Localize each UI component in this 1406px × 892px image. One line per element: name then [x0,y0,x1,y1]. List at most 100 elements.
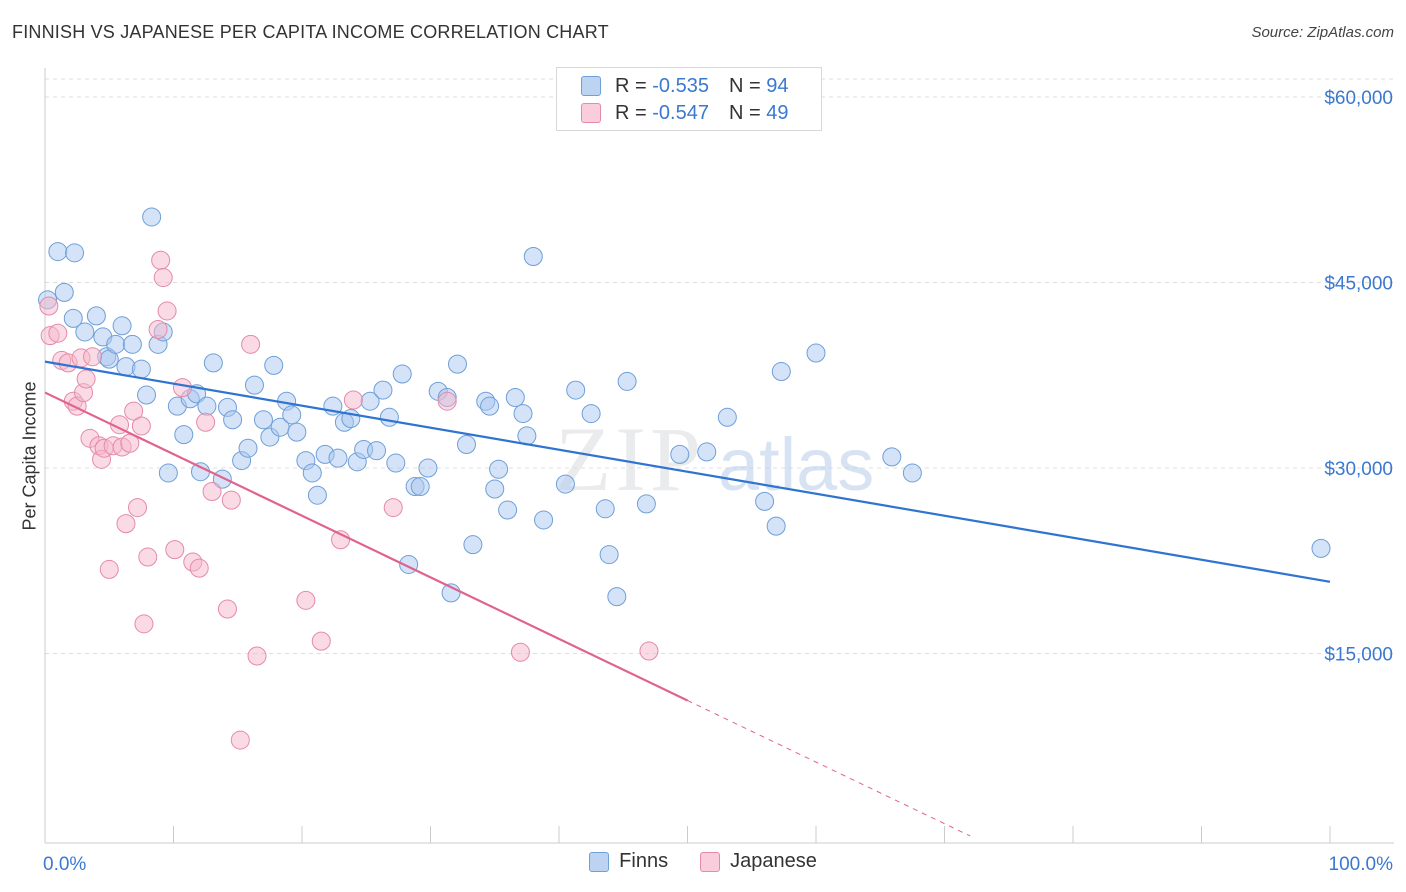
finns-point-38 [282,405,302,425]
finns-point-29 [223,410,243,430]
finns-point-88 [766,516,786,536]
japanese-point-15 [99,559,119,579]
finns-point-71 [505,388,525,408]
japanese-point-30 [165,540,185,560]
finns-r-value: -0.535 [652,74,709,97]
japanese-point-35 [202,481,222,501]
finns-n-label: N = [728,74,761,97]
correlation-legend: R = -0.535 N = 94 R = -0.547 N = 49 [556,67,822,131]
japanese-n-value: 49 [766,101,789,124]
finns-trend-line [44,360,1331,583]
finns-point-39 [287,422,307,442]
japanese-point-11 [83,347,103,367]
y-tick-label-45000: $45,000 [1324,274,1393,295]
japanese-point-28 [153,268,173,288]
finns-r-label: R = [615,74,647,97]
legend-row-finns: R = -0.535 N = 94 [581,72,788,100]
finns-point-5 [75,322,95,342]
japanese-point-46 [437,391,457,411]
legend-item-japanese[interactable]: Japanese [700,850,817,873]
japanese-point-2 [48,323,68,343]
japanese-point-36 [217,599,237,619]
finns-point-41 [302,463,322,483]
japanese-point-29 [157,301,177,321]
finns-point-16 [142,207,162,227]
japanese-swatch [581,103,601,123]
finns-point-21 [174,425,194,445]
finns-point-13 [122,334,142,354]
finns-point-83 [636,494,656,514]
y-axis-label: Per Capita Income [19,381,40,531]
japanese-point-31 [172,378,192,398]
finns-point-87 [755,491,775,511]
japanese-point-22 [128,498,148,518]
japanese-point-42 [311,631,331,651]
japanese-point-39 [241,334,261,354]
japanese-point-37 [221,490,241,510]
finns-point-55 [392,364,412,384]
japanese-point-0 [39,296,59,316]
series-legend: Finns Japanese [0,850,1406,873]
finns-point-4 [63,308,83,328]
japanese-point-47 [510,642,530,662]
japanese-n-label: N = [728,101,761,124]
finns-legend-label: Finns [619,850,669,872]
finns-point-53 [379,407,399,427]
japanese-point-38 [230,730,250,750]
finns-point-72 [513,404,533,424]
x-tick-label-min: 0.0% [43,854,86,875]
finns-point-51 [367,441,387,461]
finns-point-26 [203,353,223,373]
finns-point-85 [697,442,717,462]
x-tick-label-max: 100.0% [1329,854,1394,875]
finns-point-19 [158,463,178,483]
finns-point-68 [485,479,505,499]
finns-point-76 [555,474,575,494]
finns-point-65 [463,535,483,555]
japanese-point-19 [116,514,136,534]
finns-point-78 [581,404,601,424]
japanese-point-41 [296,590,316,610]
finns-point-15 [137,385,157,405]
finns-point-24 [190,462,210,482]
finns-point-63 [447,354,467,374]
japanese-point-34 [196,412,216,432]
japanese-point-33 [189,558,209,578]
japanese-point-21 [124,401,144,421]
japanese-point-44 [343,390,363,410]
finns-point-42 [307,485,327,505]
chart-title: FINNISH VS JAPANESE PER CAPITA INCOME CO… [12,22,609,42]
japanese-point-9 [76,369,96,389]
finns-point-2 [54,282,74,302]
finns-point-86 [717,407,737,427]
legend-row-japanese: R = -0.547 N = 49 [581,99,788,127]
japanese-point-23 [131,416,151,436]
finns-point-81 [607,587,627,607]
y-tick-label-15000: $15,000 [1324,645,1393,666]
y-tick-label-30000: $30,000 [1324,459,1393,480]
japanese-legend-swatch [700,851,721,872]
finns-point-6 [86,306,106,326]
japanese-point-48 [639,641,659,661]
finns-point-14 [131,359,151,379]
finns-point-84 [670,444,690,464]
watermark-atlas: atlas [718,423,874,506]
legend-item-finns[interactable]: Finns [589,850,668,873]
finns-point-74 [523,247,543,267]
finns-point-80 [599,545,619,565]
finns-point-1 [48,242,68,262]
finns-point-32 [244,375,264,395]
finns-point-11 [112,316,132,336]
finns-legend-swatch [589,851,610,872]
finns-point-3 [65,243,85,263]
japanese-legend-label: Japanese [730,850,817,872]
finns-point-64 [456,435,476,455]
finns-point-91 [882,447,902,467]
finns-point-35 [264,355,284,375]
japanese-r-label: R = [615,101,647,124]
japanese-point-25 [138,547,158,567]
japanese-point-40 [247,646,267,666]
finns-point-31 [238,438,258,458]
japanese-point-24 [134,614,154,634]
